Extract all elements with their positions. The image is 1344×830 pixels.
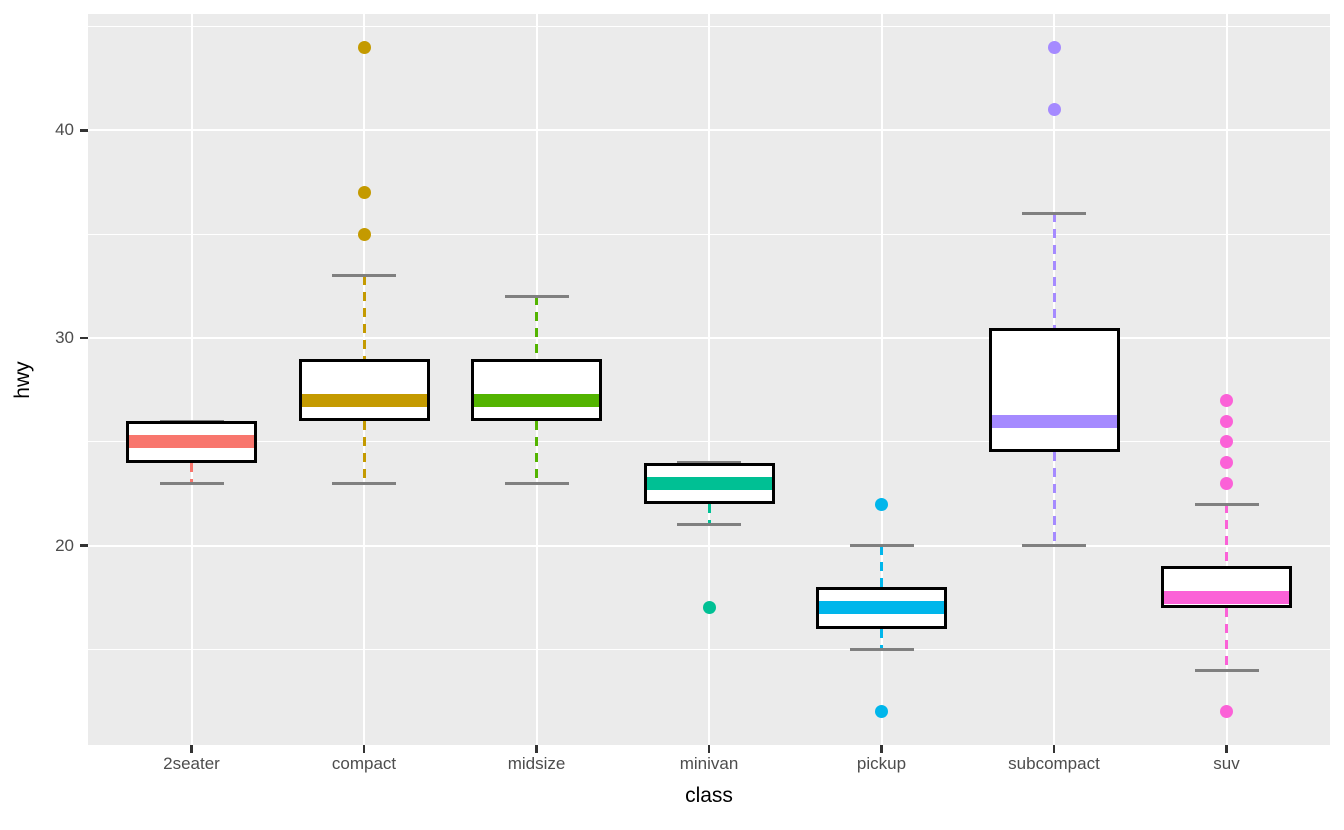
y-tick-label: 40 — [55, 120, 74, 140]
outlier-point — [1220, 705, 1233, 719]
lower-whisker — [707, 504, 711, 525]
x-tick-mark — [1052, 745, 1056, 753]
median-line — [991, 414, 1117, 428]
x-tick-label: 2seater — [163, 754, 220, 773]
x-major-gridline — [190, 14, 193, 745]
lower-whisker — [190, 462, 193, 484]
lower-whisker-staple — [332, 481, 396, 485]
y-tick-mark — [80, 129, 88, 132]
median-line — [129, 435, 254, 449]
y-tick-label: 20 — [55, 535, 74, 555]
x-tick-label: minivan — [679, 754, 739, 773]
lower-whisker-staple — [504, 481, 569, 485]
upper-whisker — [1225, 504, 1228, 567]
x-tick-label: subcompact — [1008, 754, 1100, 773]
upper-whisker — [880, 545, 883, 588]
x-tick-mark — [190, 745, 193, 753]
lower-whisker-staple — [677, 523, 741, 527]
lower-whisker — [535, 421, 538, 484]
lower-whisker-staple — [159, 481, 224, 485]
y-axis-title: hwy — [11, 361, 34, 399]
x-tick-label: compact — [331, 754, 397, 773]
upper-whisker — [535, 296, 538, 359]
upper-whisker-staple — [504, 294, 569, 298]
outlier-point — [875, 705, 888, 719]
median-line — [474, 393, 599, 407]
y-tick-mark — [80, 336, 88, 340]
upper-whisker-staple — [849, 544, 914, 548]
outlier-point — [1047, 40, 1061, 54]
outlier-point — [357, 186, 371, 200]
lower-whisker — [880, 628, 883, 650]
median-line — [301, 393, 427, 407]
x-tick-label: pickup — [856, 754, 907, 773]
outlier-point — [875, 497, 888, 511]
lower-whisker-staple — [849, 647, 914, 651]
outlier-point — [1220, 456, 1233, 470]
x-tick-mark — [1225, 745, 1228, 753]
upper-whisker — [1052, 213, 1056, 328]
x-major-gridline — [708, 14, 710, 745]
x-major-gridline — [880, 14, 883, 745]
iqr-box — [471, 358, 602, 422]
y-tick-mark — [80, 544, 88, 547]
x-tick-mark — [707, 745, 711, 753]
x-tick-mark — [880, 745, 883, 753]
lower-whisker — [362, 421, 366, 484]
upper-whisker-staple — [1194, 502, 1259, 506]
iqr-box — [988, 327, 1120, 453]
median-line — [1164, 591, 1289, 605]
lower-whisker-staple — [1022, 544, 1086, 548]
x-tick-label: midsize — [507, 754, 566, 773]
iqr-box — [298, 358, 430, 422]
lower-whisker-staple — [1194, 668, 1259, 672]
x-tick-label: suv — [1213, 754, 1240, 773]
plot-panel — [88, 14, 1330, 745]
outlier-point — [1047, 103, 1061, 117]
outlier-point — [702, 601, 716, 615]
upper-whisker-staple — [332, 274, 396, 278]
outlier-point — [1220, 435, 1233, 449]
x-tick-mark — [535, 745, 538, 753]
upper-whisker-staple — [1022, 211, 1086, 215]
x-tick-mark — [362, 745, 366, 753]
outlier-point — [1220, 393, 1233, 407]
outlier-point — [1220, 476, 1233, 490]
median-line — [646, 476, 772, 490]
median-line — [819, 601, 944, 615]
outlier-point — [357, 40, 371, 54]
lower-whisker — [1052, 452, 1056, 546]
outlier-point — [1220, 414, 1233, 428]
outlier-point — [357, 227, 371, 241]
x-major-gridline — [1225, 14, 1228, 745]
lower-whisker — [1225, 607, 1228, 671]
upper-whisker — [362, 275, 366, 359]
x-axis-title: class — [685, 784, 733, 807]
y-tick-label: 30 — [55, 327, 74, 347]
